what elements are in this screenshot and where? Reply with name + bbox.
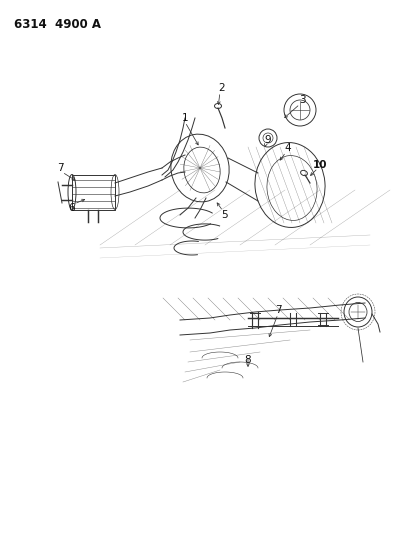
Text: 2: 2 [219, 83, 225, 93]
Text: 5: 5 [222, 210, 228, 220]
Text: 3: 3 [299, 95, 305, 105]
Text: 9: 9 [265, 135, 271, 145]
Text: 7: 7 [275, 305, 281, 315]
Text: 1: 1 [182, 113, 188, 123]
Text: 6314  4900 A: 6314 4900 A [14, 18, 101, 31]
Text: 6: 6 [69, 203, 75, 213]
Text: 7: 7 [57, 163, 63, 173]
Text: 10: 10 [313, 160, 327, 170]
Text: 4: 4 [285, 143, 291, 153]
Text: 8: 8 [245, 355, 251, 365]
